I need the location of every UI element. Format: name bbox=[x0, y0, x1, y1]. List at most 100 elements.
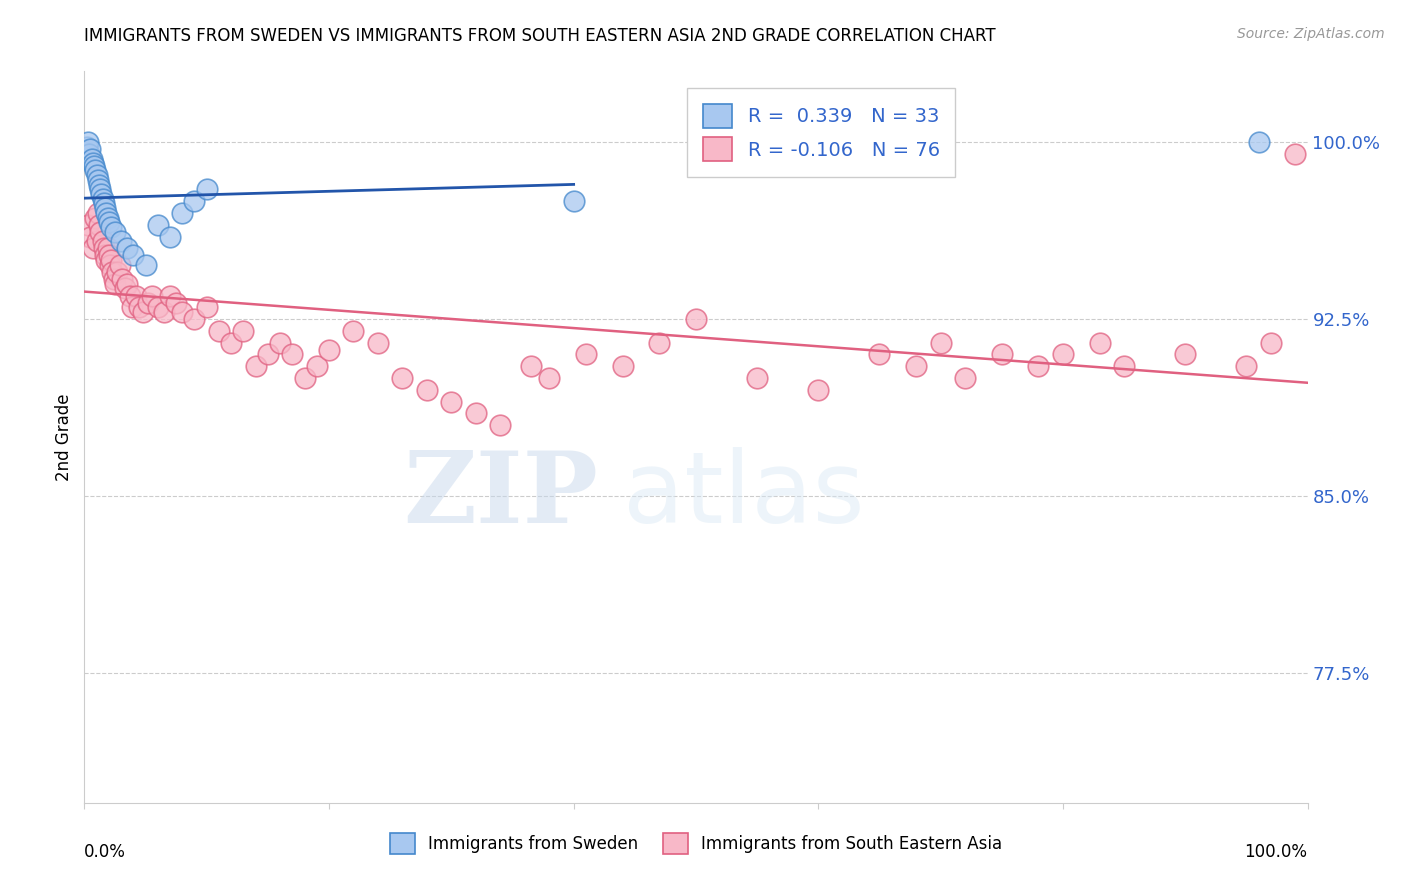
Point bbox=[183, 312, 205, 326]
Point bbox=[82, 241, 104, 255]
Point bbox=[83, 159, 105, 173]
Point bbox=[108, 258, 131, 272]
Point bbox=[219, 335, 242, 350]
Point bbox=[575, 347, 598, 361]
Point bbox=[115, 241, 138, 255]
Point bbox=[172, 206, 194, 220]
Point bbox=[538, 371, 561, 385]
Point bbox=[136, 295, 159, 310]
Point bbox=[104, 277, 127, 291]
Point bbox=[89, 225, 111, 239]
Point bbox=[114, 281, 136, 295]
Y-axis label: 2nd Grade: 2nd Grade bbox=[55, 393, 73, 481]
Point bbox=[464, 407, 486, 421]
Point bbox=[91, 234, 114, 248]
Point bbox=[269, 335, 291, 350]
Point bbox=[84, 211, 107, 225]
Point bbox=[100, 220, 122, 235]
Point bbox=[489, 418, 512, 433]
Point bbox=[159, 229, 181, 244]
Point bbox=[747, 371, 769, 385]
Point bbox=[103, 272, 125, 286]
Point bbox=[232, 324, 254, 338]
Point bbox=[100, 253, 122, 268]
Point bbox=[141, 288, 163, 302]
Point bbox=[132, 305, 155, 319]
Point bbox=[905, 359, 928, 374]
Point bbox=[110, 234, 132, 248]
Point bbox=[245, 359, 267, 374]
Point bbox=[98, 258, 121, 272]
Point bbox=[97, 241, 120, 255]
Point bbox=[807, 383, 830, 397]
Point bbox=[1260, 335, 1282, 350]
Point bbox=[146, 218, 169, 232]
Point bbox=[87, 178, 110, 192]
Point bbox=[104, 225, 127, 239]
Point bbox=[84, 163, 107, 178]
Point bbox=[869, 347, 891, 361]
Text: 100.0%: 100.0% bbox=[1244, 843, 1308, 861]
Point bbox=[159, 288, 181, 302]
Point bbox=[953, 371, 976, 385]
Point bbox=[991, 347, 1014, 361]
Point bbox=[86, 168, 108, 182]
Point bbox=[1236, 359, 1258, 374]
Point bbox=[648, 335, 671, 350]
Point bbox=[94, 248, 117, 262]
Point bbox=[77, 147, 100, 161]
Point bbox=[281, 347, 304, 361]
Point bbox=[195, 301, 218, 315]
Point bbox=[79, 142, 101, 156]
Point bbox=[91, 192, 114, 206]
Point bbox=[111, 272, 134, 286]
Point bbox=[294, 371, 316, 385]
Point bbox=[115, 277, 138, 291]
Point bbox=[1247, 135, 1270, 149]
Point bbox=[96, 206, 118, 220]
Point bbox=[86, 234, 108, 248]
Point bbox=[318, 343, 340, 357]
Point bbox=[80, 152, 103, 166]
Point bbox=[79, 229, 101, 244]
Text: IMMIGRANTS FROM SWEDEN VS IMMIGRANTS FROM SOUTH EASTERN ASIA 2ND GRADE CORRELATI: IMMIGRANTS FROM SWEDEN VS IMMIGRANTS FRO… bbox=[84, 27, 995, 45]
Point bbox=[1114, 359, 1136, 374]
Point bbox=[128, 301, 150, 315]
Point bbox=[76, 140, 98, 154]
Point bbox=[391, 371, 413, 385]
Point bbox=[208, 324, 231, 338]
Point bbox=[93, 196, 115, 211]
Point bbox=[97, 248, 120, 262]
Point bbox=[75, 145, 97, 159]
Point bbox=[1174, 347, 1197, 361]
Point bbox=[929, 335, 952, 350]
Point bbox=[77, 218, 100, 232]
Text: ZIP: ZIP bbox=[404, 447, 598, 544]
Point bbox=[89, 182, 111, 196]
Point bbox=[612, 359, 634, 374]
Point bbox=[82, 156, 104, 170]
Point bbox=[305, 359, 328, 374]
Point bbox=[97, 211, 120, 225]
Point bbox=[90, 187, 112, 202]
Point bbox=[562, 194, 585, 208]
Point bbox=[1028, 359, 1050, 374]
Point bbox=[87, 206, 110, 220]
Point bbox=[94, 201, 117, 215]
Point bbox=[121, 301, 143, 315]
Point bbox=[118, 288, 141, 302]
Point bbox=[101, 265, 124, 279]
Point bbox=[153, 305, 176, 319]
Point bbox=[685, 312, 707, 326]
Point bbox=[367, 335, 389, 350]
Point bbox=[172, 305, 194, 319]
Point bbox=[125, 288, 148, 302]
Text: 0.0%: 0.0% bbox=[84, 843, 127, 861]
Point bbox=[146, 301, 169, 315]
Point bbox=[87, 173, 110, 187]
Point bbox=[1088, 335, 1111, 350]
Point bbox=[105, 265, 128, 279]
Point bbox=[135, 258, 157, 272]
Text: atlas: atlas bbox=[623, 447, 865, 544]
Point bbox=[97, 215, 120, 229]
